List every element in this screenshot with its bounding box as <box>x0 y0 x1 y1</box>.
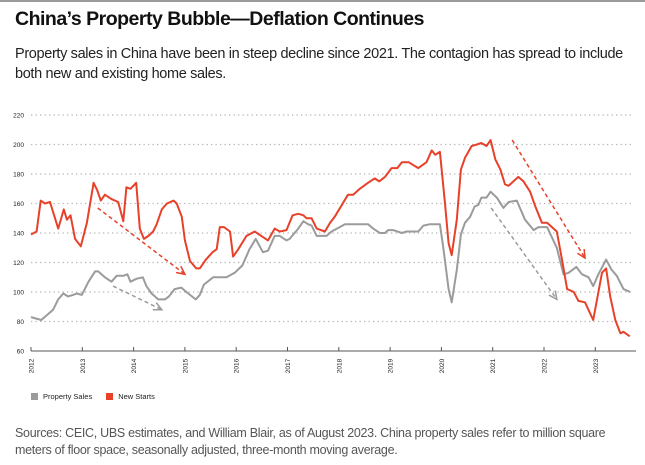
series-line-property-sales <box>30 190 631 321</box>
legend-label: Property Sales <box>43 392 93 401</box>
x-tick-label: 2020 <box>439 358 446 373</box>
arrowhead-icon <box>175 265 187 276</box>
legend-item-new-starts: New Starts <box>106 392 155 401</box>
trend-arrow <box>112 285 163 311</box>
arrowhead-icon <box>577 249 586 260</box>
legend-swatch-new-starts <box>106 393 114 400</box>
source-note: Sources: CEIC, UBS estimates, and Willia… <box>15 426 606 457</box>
x-tick-label: 2022 <box>542 358 549 373</box>
y-tick-label: 140 <box>13 231 24 238</box>
trend-arrow <box>97 207 186 275</box>
x-tick-label: 2016 <box>234 358 241 373</box>
y-tick-label: 60 <box>17 349 25 356</box>
y-tick-label: 120 <box>13 260 24 267</box>
x-tick-label: 2019 <box>388 358 395 373</box>
y-tick-label: 160 <box>13 201 24 208</box>
arrowhead-icon <box>548 290 558 301</box>
y-tick-label: 200 <box>13 142 24 149</box>
x-tick-label: 2013 <box>80 358 87 373</box>
y-tick-label: 80 <box>17 319 25 326</box>
legend-label: New Starts <box>118 392 155 401</box>
x-tick-label: 2015 <box>182 358 189 373</box>
trend-arrow <box>511 139 586 259</box>
x-tick-label: 2021 <box>490 358 497 373</box>
legend-item-property-sales: Property Sales <box>31 392 92 401</box>
legend: Property Sales New Starts <box>31 392 169 401</box>
x-tick-label: 2023 <box>593 358 600 373</box>
x-tick-label: 2014 <box>131 358 138 373</box>
top-border <box>0 0 645 2</box>
y-tick-label: 220 <box>13 113 24 120</box>
y-tick-label: 180 <box>13 172 24 179</box>
x-tick-label: 2018 <box>336 358 343 373</box>
chart-title: China’s Property Bubble—Deflation Contin… <box>15 8 424 30</box>
series-line-new-starts <box>30 139 631 338</box>
y-tick-label: 100 <box>13 290 24 297</box>
legend-swatch-property-sales <box>31 393 38 400</box>
trend-arrow <box>490 207 558 300</box>
x-tick-label: 2017 <box>285 358 292 373</box>
chart-subtitle: Property sales in China have been in ste… <box>15 46 623 82</box>
arrowhead-icon <box>152 302 164 311</box>
x-tick-label: 2012 <box>29 358 36 373</box>
